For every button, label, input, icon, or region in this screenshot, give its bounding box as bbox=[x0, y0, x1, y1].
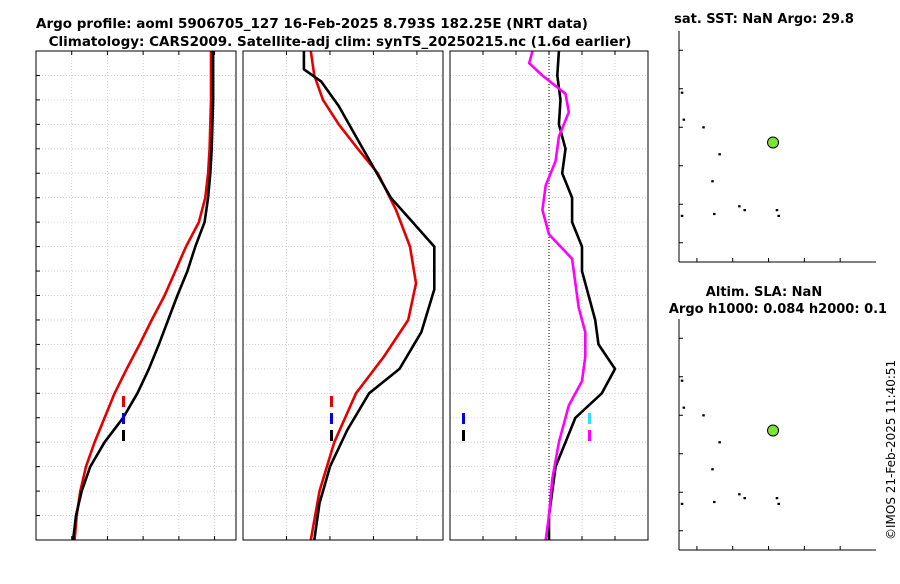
island-mark bbox=[777, 502, 780, 505]
island-mark bbox=[711, 180, 714, 183]
island-mark bbox=[777, 214, 780, 217]
series-line-climatology bbox=[73, 51, 213, 541]
island-mark bbox=[682, 406, 686, 409]
axes-frame bbox=[242, 50, 444, 541]
series-line-climatology bbox=[309, 50, 418, 541]
island-mark bbox=[702, 126, 705, 129]
temperature-panel bbox=[35, 50, 237, 541]
sla-map-title-2: Argo h1000: 0.084 h2000: 0.1 bbox=[669, 302, 887, 317]
imos-credit: ©IMOS 21-Feb-2025 11:40:51 bbox=[884, 360, 898, 540]
island-mark bbox=[743, 497, 746, 500]
island-mark bbox=[775, 209, 779, 212]
sla-map-panel bbox=[678, 319, 876, 551]
legend-swatch bbox=[330, 396, 333, 407]
legend-swatch bbox=[330, 430, 333, 441]
island-mark bbox=[718, 153, 721, 156]
legend-swatch bbox=[122, 413, 125, 424]
profile-location-marker bbox=[767, 424, 780, 437]
sla-map-title-1: Altim. SLA: NaN bbox=[706, 285, 822, 300]
series-line-argo bbox=[302, 51, 436, 541]
island-mark bbox=[743, 209, 746, 212]
island-mark bbox=[680, 379, 684, 382]
island-mark bbox=[738, 493, 741, 496]
sst-map-title: sat. SST: NaN Argo: 29.8 bbox=[674, 12, 854, 27]
legend-swatch bbox=[588, 413, 591, 424]
sst-map-panel bbox=[678, 31, 876, 263]
legend-swatch bbox=[122, 430, 125, 441]
island-mark bbox=[711, 468, 714, 471]
legend-swatch bbox=[462, 430, 465, 441]
legend-swatch bbox=[588, 430, 591, 441]
island-mark bbox=[680, 91, 684, 94]
legend-swatch bbox=[330, 413, 333, 424]
legend-swatch bbox=[122, 396, 125, 407]
salinity-panel bbox=[242, 50, 444, 541]
island-mark bbox=[713, 500, 716, 504]
island-mark bbox=[680, 502, 684, 505]
legend-swatch bbox=[462, 413, 465, 424]
island-mark bbox=[702, 414, 705, 417]
island-mark bbox=[713, 212, 716, 216]
island-mark bbox=[682, 118, 686, 121]
island-mark bbox=[680, 214, 684, 217]
island-mark bbox=[738, 205, 741, 208]
island-mark bbox=[775, 497, 779, 500]
difference-panel bbox=[449, 50, 649, 541]
profile-location-marker bbox=[767, 136, 780, 149]
island-mark bbox=[718, 441, 721, 444]
series-line-argo-salinity bbox=[527, 50, 587, 541]
title-line-2: Climatology: CARS2009. Satellite-adj cli… bbox=[49, 34, 632, 50]
title-line-1: Argo profile: aoml 5906705_127 16-Feb-20… bbox=[36, 16, 588, 32]
series-line-argo bbox=[71, 51, 215, 541]
